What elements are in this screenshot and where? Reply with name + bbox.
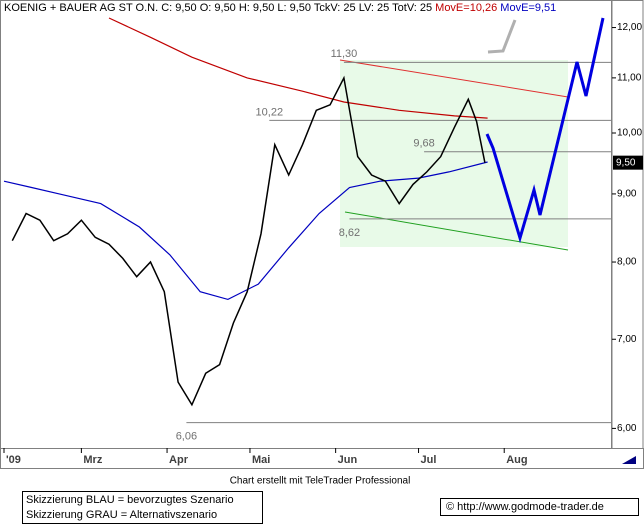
y-tick-label: 12,00 <box>617 22 642 33</box>
level-label: 6,06 <box>176 431 197 443</box>
level-label: 11,30 <box>331 48 358 60</box>
price-box <box>613 155 643 170</box>
lower-trendline <box>344 211 569 251</box>
credit: Chart erstellt mit TeleTrader Profession… <box>230 476 411 487</box>
level-label: 8,62 <box>339 227 360 239</box>
x-tick-label: Jul <box>421 454 437 466</box>
header-text: KOENIG + BAUER AG ST O.N. C: 9,50 O: 9,5… <box>4 2 432 14</box>
price-label: 9,50 <box>616 157 636 168</box>
gray-scenario <box>487 19 517 54</box>
source-box <box>440 498 639 516</box>
y-tick-label: 9,00 <box>617 189 637 200</box>
x-tick-label: Mai <box>252 454 270 466</box>
y-tick-label: 10,00 <box>617 128 642 139</box>
level-label: 9,68 <box>413 138 434 150</box>
level-label: 10,22 <box>256 106 284 118</box>
notes-box <box>22 491 263 524</box>
upper-trendline <box>339 59 569 98</box>
y-tick-label: 8,00 <box>617 257 637 268</box>
x-tick-label: '09 <box>6 454 21 466</box>
legend-entry: MovE=10,26 <box>435 2 497 14</box>
y-tick-label: 7,00 <box>617 334 637 345</box>
legend-entry: MovE=9,51 <box>500 2 556 14</box>
x-tick-label: Mrz <box>83 454 102 466</box>
price-line <box>11 75 486 407</box>
x-tick-label: Aug <box>506 454 527 466</box>
x-tick-label: Jun <box>338 454 358 466</box>
ma-line <box>108 17 488 119</box>
y-tick-label: 11,00 <box>617 73 642 84</box>
x-tick-label: Apr <box>169 454 189 466</box>
source: © http://www.godmode-trader.de <box>446 501 604 513</box>
blue-scenario <box>485 17 605 244</box>
header: KOENIG + BAUER AG ST O.N. C: 9,50 O: 9,5… <box>4 2 556 14</box>
ma-line <box>3 161 488 301</box>
scroll-icon <box>622 456 636 464</box>
note: Skizzierung GRAU = Alternativszenario <box>26 509 217 521</box>
y-tick-label: 6,00 <box>617 423 637 434</box>
axis-panel <box>611 0 644 449</box>
note: Skizzierung BLAU = bevorzugtes Szenario <box>26 494 234 506</box>
